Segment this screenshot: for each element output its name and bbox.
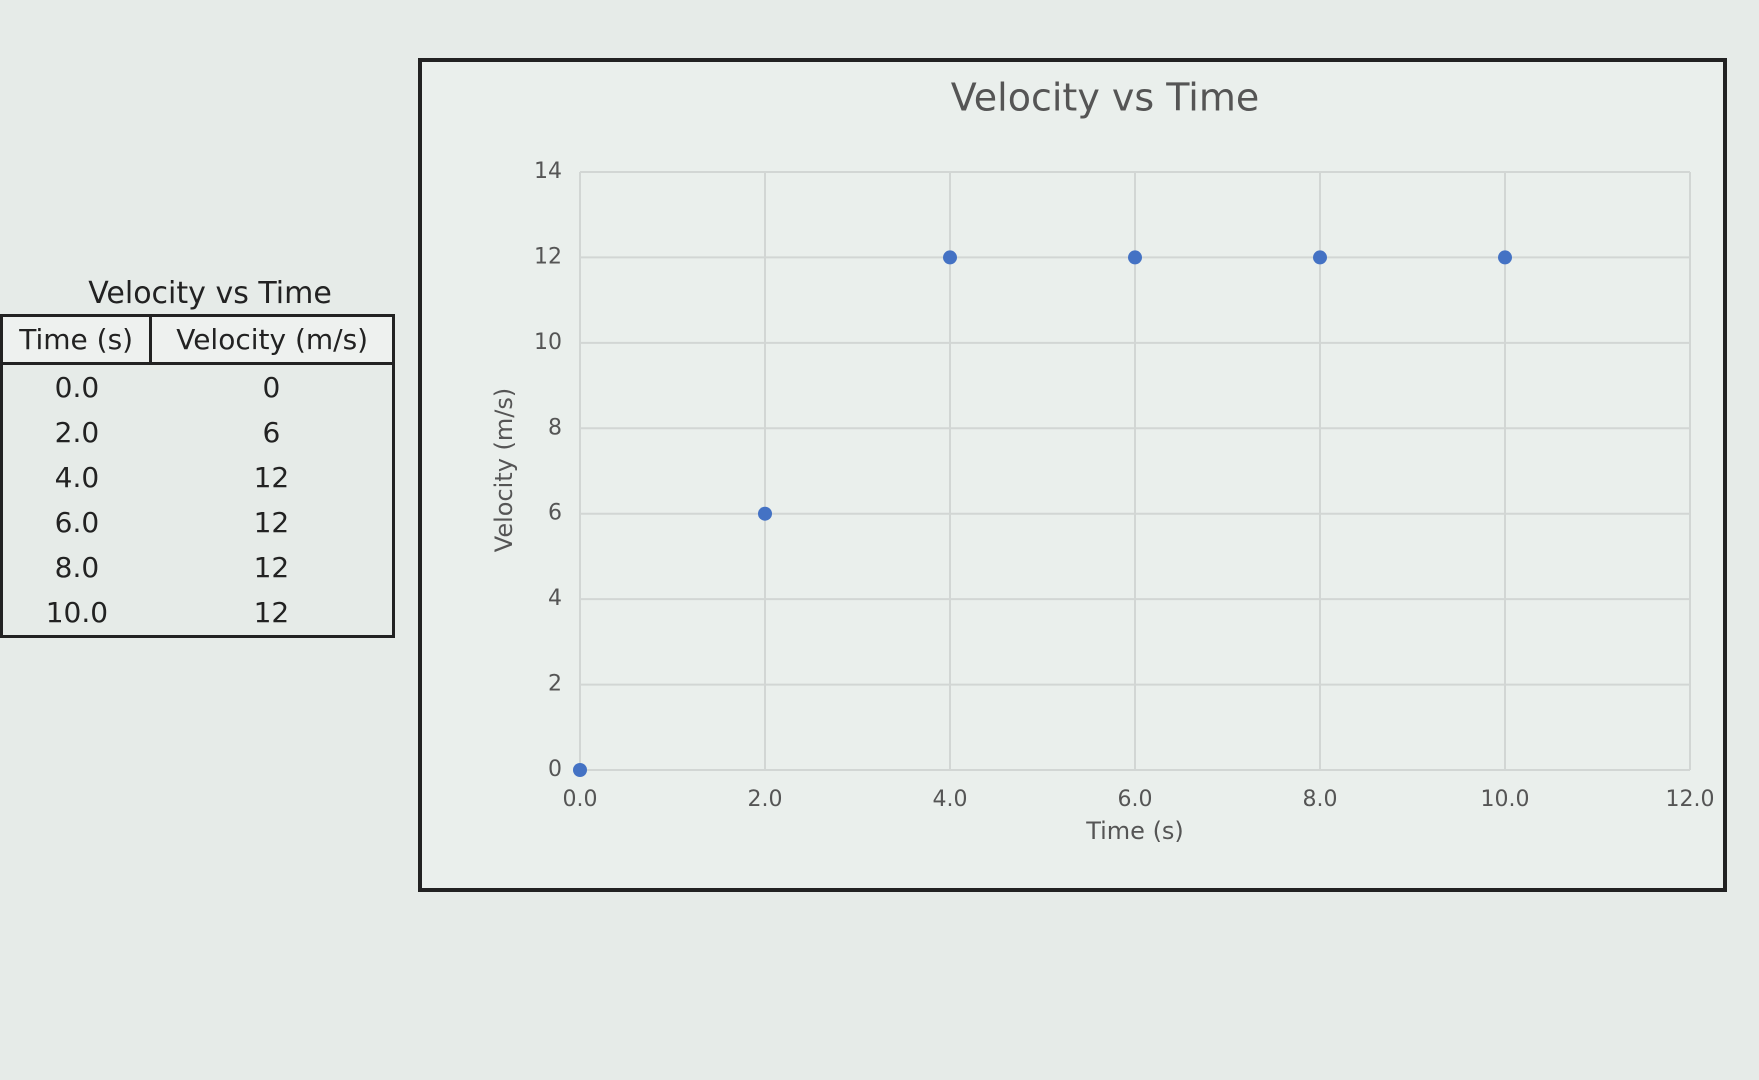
table-title: Velocity vs Time [88,276,332,311]
cell: 2.0 [54,416,100,449]
x-tick-label: 12.0 [1666,787,1715,812]
cell: 12 [253,596,290,629]
cell: 10.0 [45,596,109,629]
y-tick-label: 10 [534,330,562,355]
y-tick-label: 8 [548,415,562,440]
cell: 6.0 [54,506,100,539]
cell: 0 [262,371,281,404]
data-table: Time (s) Velocity (m/s) 0.0 0 2.0 6 4.0 12 … [0,314,395,638]
cell: 12 [253,551,290,584]
x-tick-label: 4.0 [933,787,968,812]
data-point [1313,250,1327,265]
cell: 4.0 [54,461,100,494]
data-point [573,763,587,777]
y-axis-label: Velocity (m/s) [490,388,518,552]
x-tick-label: 8.0 [1303,787,1338,812]
y-tick-label: 12 [534,244,562,269]
x-tick-label: 0.0 [563,787,598,812]
cell: 12 [253,461,290,494]
chart-frame [418,58,1727,892]
y-tick-label: 14 [534,159,562,184]
cell: 12 [253,506,290,539]
y-tick-label: 0 [548,757,562,782]
y-tick-label: 2 [548,672,562,697]
header-cell: Velocity (m/s) [149,314,395,365]
data-point [1128,250,1142,265]
chart-title: Velocity vs Time [951,76,1260,120]
data-point [758,506,772,521]
header-cell: Time (s) [0,314,153,365]
y-tick-label: 4 [548,586,562,611]
data-point [1498,250,1512,265]
x-tick-label: 2.0 [748,787,783,812]
x-tick-label: 10.0 [1481,787,1530,812]
cell: 0.0 [54,371,100,404]
x-axis-label: Time (s) [1085,817,1184,845]
x-tick-label: 6.0 [1118,787,1153,812]
cell: 6 [262,416,281,449]
y-tick-label: 6 [548,501,562,526]
cell: 8.0 [54,551,100,584]
data-point [943,250,957,265]
